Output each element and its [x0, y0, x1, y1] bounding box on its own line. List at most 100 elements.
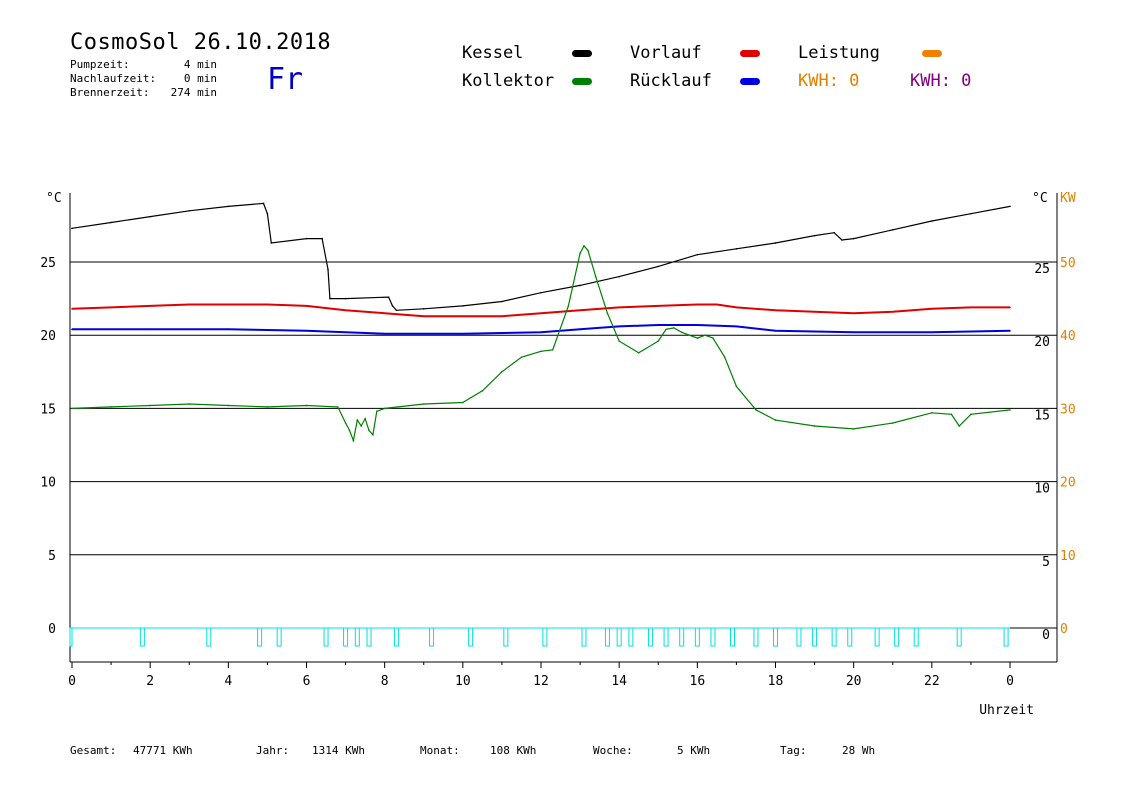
- pump-pulse: [581, 627, 587, 647]
- data-point-vorlauf: [540, 312, 542, 315]
- data-point-kessel: [305, 237, 308, 240]
- data-point-kessel: [395, 309, 398, 312]
- data-point-kessel: [833, 231, 835, 234]
- data-point-kollektor: [344, 422, 347, 424]
- data-point-kollektor: [356, 419, 359, 421]
- data-point-kollektor: [368, 429, 370, 432]
- pump-pulse: [616, 627, 622, 647]
- pump-pulse: [753, 627, 759, 647]
- data-point-ruecklauf: [774, 330, 777, 332]
- data-point-vorlauf: [383, 312, 386, 315]
- pump-pulse: [773, 627, 778, 647]
- data-point-kessel: [891, 228, 894, 231]
- data-point-ruecklauf: [71, 328, 73, 331]
- x-tick-label: 14: [611, 674, 627, 689]
- data-point-ruecklauf: [696, 324, 699, 326]
- data-point-kollektor: [704, 334, 706, 337]
- data-point-kollektor: [755, 409, 757, 411]
- y-tick-label-right: 15: [1034, 408, 1050, 423]
- pump-pulse: [323, 627, 329, 647]
- tag-value: 28 Wh: [842, 744, 876, 757]
- kw-tick-label: 30: [1060, 402, 1076, 417]
- legend-ruecklauf-label: Rücklauf: [630, 71, 712, 91]
- y-tick-label-left: 5: [48, 549, 56, 564]
- data-point-vorlauf: [422, 315, 425, 317]
- series-line-ruecklauf: [72, 324, 1011, 335]
- data-point-ruecklauf: [931, 331, 933, 334]
- data-point-kollektor: [579, 252, 581, 255]
- data-point-vorlauf: [618, 306, 620, 309]
- x-tick-label: 0: [68, 674, 76, 689]
- kw-axis-unit: KW: [1060, 191, 1076, 206]
- y-tick-label-left: 20: [40, 329, 56, 344]
- brennerzeit-value: 274 min: [170, 86, 217, 99]
- data-point-kollektor: [665, 328, 667, 331]
- data-point-kessel: [852, 237, 855, 240]
- pump-pulse: [730, 627, 736, 647]
- data-point-kollektor: [606, 312, 609, 315]
- data-point-kollektor: [540, 350, 542, 353]
- data-point-vorlauf: [266, 303, 269, 306]
- data-point-kollektor: [970, 413, 972, 416]
- data-point-vorlauf: [931, 308, 933, 310]
- legend-kessel-swatch: [572, 50, 592, 57]
- data-point-vorlauf: [852, 312, 855, 315]
- data-point-vorlauf: [149, 305, 151, 307]
- brennerzeit-label: Brennerzeit:: [70, 86, 150, 99]
- chart-title: CosmoSol 26.10.2018: [70, 30, 332, 55]
- data-point-vorlauf: [110, 306, 112, 309]
- legend-leistung-swatch: [922, 50, 942, 57]
- data-point-kollektor: [520, 356, 523, 358]
- nachlaufzeit-label: Nachlaufzeit:: [70, 72, 157, 85]
- data-point-kollektor: [587, 249, 589, 252]
- data-point-vorlauf: [188, 303, 191, 306]
- data-point-kollektor: [266, 406, 269, 408]
- data-point-kollektor: [188, 403, 191, 405]
- data-point-vorlauf: [305, 305, 308, 307]
- data-point-kessel: [841, 239, 843, 241]
- data-point-kessel: [266, 212, 269, 215]
- data-point-kollektor: [657, 340, 660, 342]
- data-point-vorlauf: [657, 305, 660, 307]
- kw-tick-label: 10: [1060, 549, 1076, 564]
- data-point-ruecklauf: [618, 325, 620, 328]
- pump-pulse: [1003, 627, 1009, 647]
- data-point-kessel: [344, 297, 347, 300]
- data-point-kessel: [774, 242, 777, 244]
- data-point-kollektor: [637, 351, 640, 354]
- data-point-vorlauf: [71, 308, 73, 310]
- data-point-ruecklauf: [383, 332, 386, 335]
- data-point-kollektor: [774, 419, 777, 421]
- data-point-ruecklauf: [579, 328, 581, 331]
- x-tick-label: 22: [924, 674, 940, 689]
- pump-pulse: [503, 627, 509, 647]
- data-point-kollektor: [567, 305, 570, 307]
- data-point-kollektor: [71, 407, 73, 410]
- legend-vorlauf-label: Vorlauf: [630, 43, 702, 63]
- legend-ruecklauf-swatch: [740, 78, 760, 85]
- data-point-kessel: [1009, 205, 1011, 208]
- data-point-kessel: [618, 275, 620, 278]
- pump-pulse: [663, 627, 669, 647]
- series-line-vorlauf: [71, 303, 1010, 318]
- data-point-kessel: [735, 248, 738, 250]
- data-point-kessel: [387, 296, 390, 298]
- data-point-vorlauf: [227, 303, 230, 306]
- x-tick-label: 0: [1006, 674, 1014, 689]
- data-point-vorlauf: [1009, 306, 1011, 309]
- data-point-kollektor: [149, 404, 151, 407]
- y-tick-label-left: 0: [48, 622, 56, 637]
- data-point-kessel: [391, 305, 394, 307]
- data-point-vorlauf: [970, 306, 972, 309]
- data-point-kollektor: [383, 407, 386, 410]
- pump-pulse: [831, 627, 837, 647]
- y-axis-unit-right: °C: [1032, 191, 1048, 206]
- x-tick-label: 18: [768, 674, 784, 689]
- data-point-kollektor: [852, 428, 855, 430]
- data-point-vorlauf: [696, 303, 699, 306]
- data-point-kessel: [462, 305, 464, 307]
- data-point-kollektor: [618, 340, 620, 342]
- pump-pulse: [393, 627, 399, 647]
- y-tick-label-right: 5: [1042, 555, 1050, 570]
- data-point-kessel: [149, 215, 151, 218]
